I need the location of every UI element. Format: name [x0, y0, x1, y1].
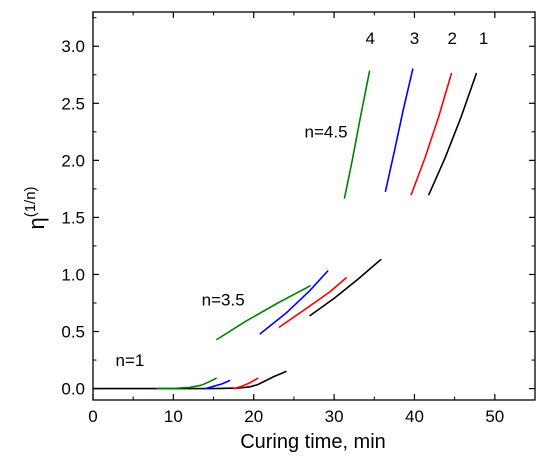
- series-line: [204, 379, 231, 390]
- y-tick-label: 3.0: [61, 37, 85, 56]
- curve-number-label: 4: [366, 29, 375, 48]
- series-line: [410, 72, 453, 196]
- y-axis-label-main: η: [24, 217, 49, 229]
- series-line: [343, 70, 371, 199]
- y-tick-label: 0.0: [61, 380, 85, 399]
- axes: 0 10 20 30 40 50 0.0 0.5 1.0 1.5 2.0 2.5 3.0: [61, 11, 536, 426]
- y-tick-label: 2.5: [61, 94, 85, 113]
- series-line: [92, 370, 287, 390]
- curve-number-label: 1: [479, 29, 488, 48]
- curve-number-label: 2: [447, 29, 456, 48]
- series-line: [278, 277, 347, 328]
- n-value-annotation: n=3.5: [202, 290, 245, 309]
- y-tick-label: 2.0: [61, 151, 85, 170]
- series-line: [259, 270, 329, 335]
- series-line: [384, 68, 414, 192]
- x-tick-label: 30: [325, 407, 344, 426]
- y-tick-label: 0.5: [61, 323, 85, 342]
- y-axis-label: η(1/n): [22, 186, 49, 229]
- x-tick-label: 10: [164, 407, 183, 426]
- x-tick-label: 40: [405, 407, 424, 426]
- n-value-annotation: n=1: [116, 351, 145, 370]
- x-tick-label: 0: [88, 407, 97, 426]
- y-axis-label-sup: (1/n): [22, 186, 39, 217]
- y-tick-label: 1.0: [61, 265, 85, 284]
- series-line: [216, 285, 311, 341]
- x-tick-label: 50: [485, 407, 504, 426]
- y-tick-label: 1.5: [61, 208, 85, 227]
- chart-texts: 4 3 2 1 n=4.5 n=3.5 n=1: [116, 29, 489, 370]
- x-tick-label: 20: [244, 407, 263, 426]
- series-line: [309, 258, 382, 317]
- x-axis-label: Curing time, min: [240, 431, 386, 453]
- series-line: [156, 377, 217, 390]
- series-line: [232, 377, 259, 390]
- n-value-annotation: n=4.5: [305, 123, 348, 142]
- series-line: [428, 72, 478, 196]
- plot-frame: [92, 11, 536, 401]
- plot-lines: [92, 68, 478, 390]
- curve-number-label: 3: [410, 29, 419, 48]
